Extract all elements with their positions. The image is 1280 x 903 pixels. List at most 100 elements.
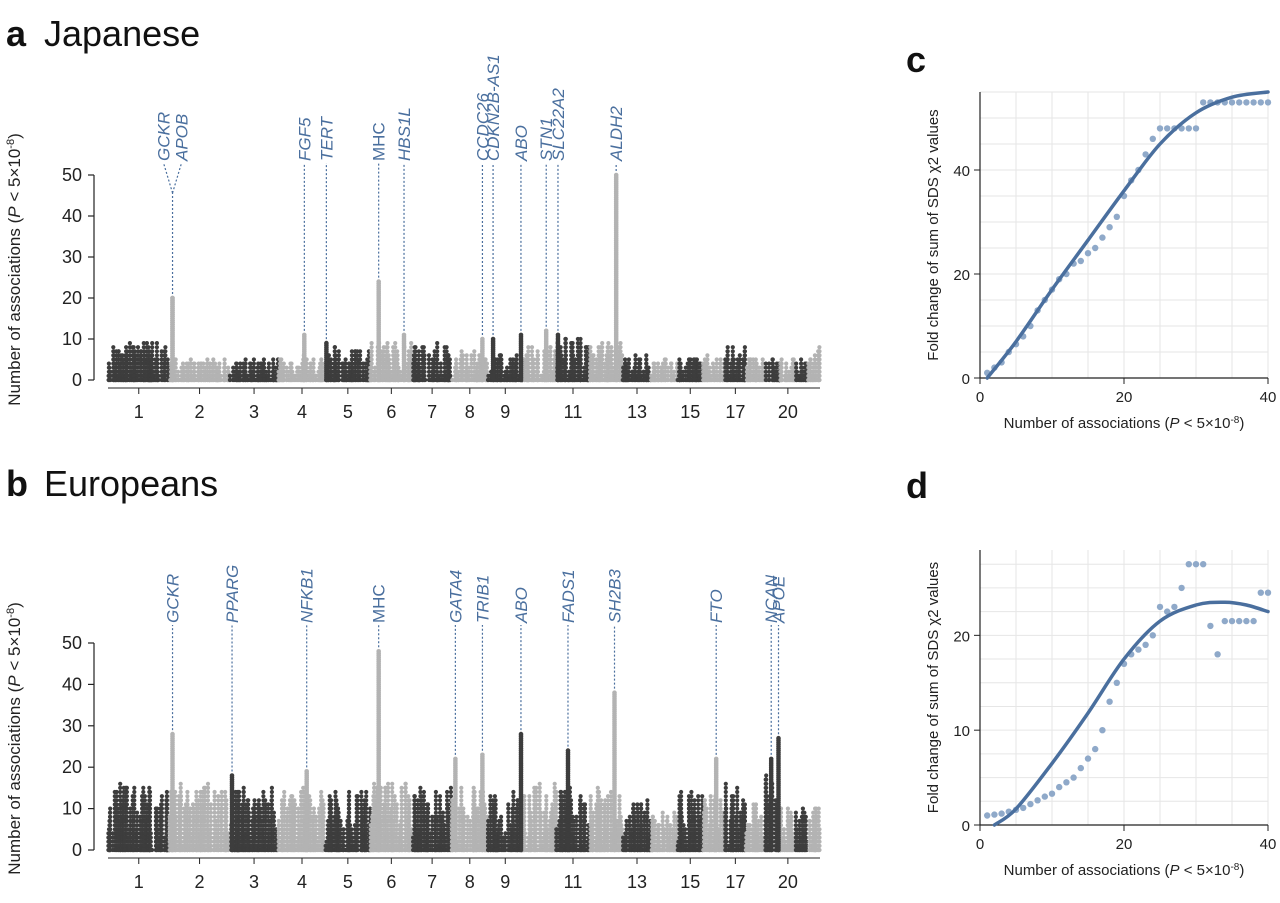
association-point xyxy=(341,365,346,370)
association-point xyxy=(222,373,227,378)
association-point xyxy=(651,361,656,366)
association-point xyxy=(435,345,440,350)
association-point xyxy=(678,365,683,370)
association-point xyxy=(729,373,734,378)
association-point xyxy=(416,365,421,370)
association-point xyxy=(421,345,426,350)
association-point xyxy=(811,365,816,370)
association-point xyxy=(141,349,146,354)
association-point xyxy=(124,349,129,354)
association-point xyxy=(526,349,531,354)
association-point xyxy=(811,361,816,366)
association-point xyxy=(190,373,195,378)
association-point xyxy=(649,373,654,378)
association-point xyxy=(460,361,465,366)
association-point xyxy=(116,357,121,362)
association-point xyxy=(636,373,641,378)
y-tick-label: 20 xyxy=(62,288,82,308)
association-point xyxy=(141,341,146,346)
association-point xyxy=(261,369,266,374)
association-point xyxy=(160,373,165,378)
association-point xyxy=(631,377,636,383)
association-point xyxy=(692,369,697,374)
association-point xyxy=(582,365,587,370)
association-point xyxy=(474,377,479,383)
association-point xyxy=(723,361,728,366)
association-point xyxy=(438,361,443,366)
association-point xyxy=(631,373,636,378)
association-point xyxy=(786,369,792,374)
association-point xyxy=(729,377,734,383)
association-point xyxy=(234,373,239,378)
association-point xyxy=(408,349,413,354)
association-point xyxy=(185,377,190,383)
x-tick-label: 17 xyxy=(725,402,745,422)
association-point xyxy=(710,373,716,378)
association-point xyxy=(816,361,821,366)
association-point xyxy=(563,341,568,346)
association-point xyxy=(718,373,723,378)
association-point xyxy=(421,349,426,354)
association-point xyxy=(499,365,504,370)
association-point xyxy=(386,365,392,370)
association-point xyxy=(422,357,427,362)
association-point xyxy=(531,377,536,383)
association-point xyxy=(391,345,396,350)
association-point xyxy=(284,377,289,383)
association-point xyxy=(659,369,664,374)
association-point xyxy=(319,361,324,366)
association-point xyxy=(216,377,221,383)
association-point xyxy=(588,373,593,378)
association-point xyxy=(467,369,472,374)
association-point xyxy=(386,361,392,366)
association-point xyxy=(563,357,568,362)
association-point xyxy=(659,365,664,370)
association-point xyxy=(391,353,396,358)
association-point xyxy=(570,377,575,383)
association-point xyxy=(434,365,439,370)
association-point xyxy=(241,373,246,378)
association-point xyxy=(296,369,301,374)
association-point xyxy=(778,369,783,374)
association-point xyxy=(248,365,253,370)
association-point xyxy=(794,369,799,374)
association-point xyxy=(190,377,195,383)
association-point xyxy=(459,349,464,354)
association-point xyxy=(602,361,607,366)
association-point xyxy=(430,369,435,374)
association-point xyxy=(341,361,346,366)
association-point xyxy=(598,361,603,366)
association-point xyxy=(127,341,132,346)
association-point xyxy=(505,369,510,374)
association-point xyxy=(332,357,337,362)
association-point xyxy=(391,361,396,366)
association-point xyxy=(146,349,151,354)
association-point xyxy=(332,349,337,354)
association-point xyxy=(816,353,821,358)
association-point xyxy=(163,369,168,374)
association-point xyxy=(296,365,301,370)
association-point xyxy=(474,369,479,374)
association-point xyxy=(159,357,164,362)
association-point xyxy=(351,369,356,374)
association-point xyxy=(499,377,504,383)
association-point xyxy=(141,353,146,358)
x-tick-label: 2 xyxy=(195,402,205,422)
association-point xyxy=(111,345,116,350)
association-point xyxy=(799,361,804,366)
association-point xyxy=(812,353,818,358)
association-point xyxy=(411,373,416,378)
y-axis-label-pre: Number of associations ( xyxy=(5,217,24,405)
association-point xyxy=(748,369,753,374)
association-point xyxy=(212,369,218,374)
association-point xyxy=(355,361,360,366)
association-point xyxy=(332,345,337,350)
association-point xyxy=(384,345,389,350)
association-point xyxy=(535,357,540,362)
association-point xyxy=(484,365,489,370)
association-point xyxy=(216,369,221,374)
association-point xyxy=(464,361,469,366)
association-point xyxy=(771,369,777,374)
